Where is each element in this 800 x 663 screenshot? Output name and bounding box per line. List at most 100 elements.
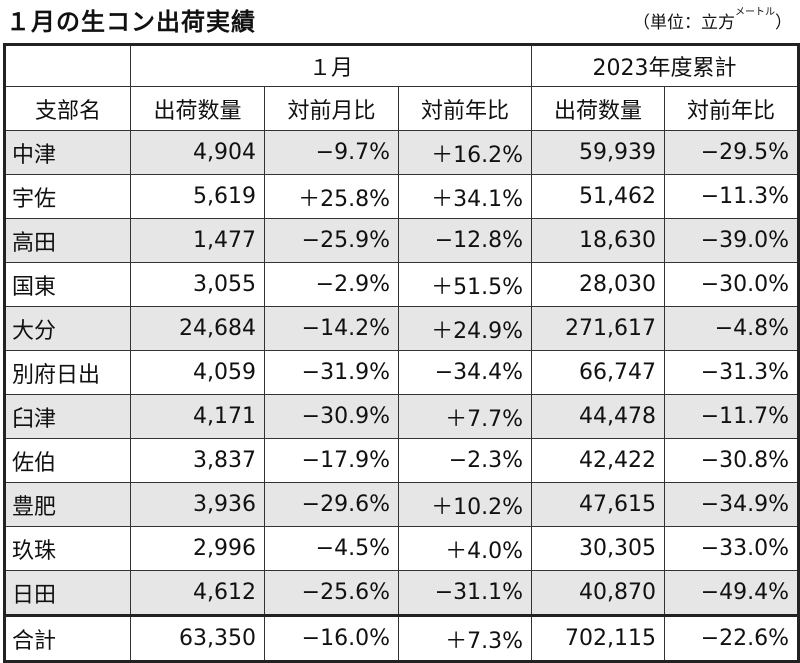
value-cell: −14.2% — [264, 306, 399, 351]
value-cell: 4,171 — [130, 394, 265, 439]
unit-prefix: （単位：立方 — [633, 13, 735, 33]
table-row: 豊肥 3,936 −29.6% ＋10.2% 47,615 −34.9% — [4, 482, 800, 527]
value-cell: −31.9% — [264, 350, 399, 395]
value-cell: 2,996 — [130, 526, 265, 571]
branch-name-cell: 豊肥 — [4, 482, 131, 527]
table-row: 日田 4,612 −25.6% −31.1% 40,870 −49.4% — [4, 570, 800, 616]
value-cell: −39.0% — [664, 218, 800, 263]
value-cell: −22.6% — [664, 614, 800, 662]
group-header-cumulative: 2023年度累計 — [531, 44, 800, 87]
branch-name-cell: 臼津 — [4, 394, 131, 439]
value-cell: 4,904 — [130, 130, 265, 175]
table-row: 高田 1,477 −25.9% −12.8% 18,630 −39.0% — [4, 218, 800, 263]
value-cell: −30.9% — [264, 394, 399, 439]
column-header: 出荷数量 — [531, 86, 666, 131]
value-cell: 51,462 — [531, 174, 666, 219]
column-header: 対前年比 — [664, 86, 800, 131]
value-cell: −2.9% — [264, 262, 399, 307]
value-cell: ＋34.1% — [397, 174, 533, 219]
value-cell: −33.0% — [664, 526, 800, 571]
value-cell: −31.1% — [397, 570, 533, 616]
value-cell: ＋7.7% — [397, 394, 533, 439]
value-cell: 702,115 — [531, 614, 666, 662]
unit-suffix: ） — [775, 13, 792, 33]
value-cell: ＋16.2% — [397, 130, 533, 175]
table-row: 玖珠 2,996 −4.5% ＋4.0% 30,305 −33.0% — [4, 526, 800, 571]
value-cell: ＋10.2% — [397, 482, 533, 527]
value-cell: −11.3% — [664, 174, 800, 219]
value-cell: 63,350 — [130, 614, 265, 662]
value-cell: −30.8% — [664, 438, 800, 483]
table-row: 別府日出 4,059 −31.9% −34.4% 66,747 −31.3% — [4, 350, 800, 395]
value-cell: 40,870 — [531, 570, 666, 616]
value-cell: 47,615 — [531, 482, 666, 527]
value-cell: −29.6% — [264, 482, 399, 527]
value-cell: 59,939 — [531, 130, 666, 175]
column-header: 対前月比 — [264, 86, 399, 131]
value-cell: ＋24.9% — [397, 306, 533, 351]
column-header-branch: 支部名 — [4, 86, 131, 131]
group-header-month: １月 — [129, 44, 533, 87]
branch-name-cell: 宇佐 — [4, 174, 131, 219]
value-cell: −29.5% — [664, 130, 800, 175]
table-row: 中津 4,904 −9.7% ＋16.2% 59,939 −29.5% — [4, 130, 800, 175]
table-row: 宇佐 5,619 ＋25.8% ＋34.1% 51,462 −11.3% — [4, 174, 800, 219]
branch-name-cell: 玖珠 — [4, 526, 131, 571]
value-cell: −34.4% — [397, 350, 533, 395]
value-cell: −30.0% — [664, 262, 800, 307]
blank-header-cell — [4, 44, 131, 87]
table-title: １月の生コン出荷実績 — [6, 8, 256, 36]
shipment-table: １月 2023年度累計 支部名 出荷数量 対前月比 対前年比 出荷数量 対前年比… — [3, 43, 800, 663]
value-cell: ＋25.8% — [264, 174, 399, 219]
branch-name-cell: 日田 — [4, 570, 131, 616]
value-cell: −17.9% — [264, 438, 399, 483]
value-cell: 66,747 — [531, 350, 666, 395]
branch-name-cell: 佐伯 — [4, 438, 131, 483]
value-cell: 4,612 — [130, 570, 265, 616]
column-header-row: 支部名 出荷数量 対前月比 対前年比 出荷数量 対前年比 — [4, 86, 800, 131]
value-cell: 24,684 — [130, 306, 265, 351]
table-row: 臼津 4,171 −30.9% ＋7.7% 44,478 −11.7% — [4, 394, 800, 439]
value-cell: 1,477 — [130, 218, 265, 263]
value-cell: 44,478 — [531, 394, 666, 439]
value-cell: 3,936 — [130, 482, 265, 527]
value-cell: 271,617 — [531, 306, 666, 351]
group-header-row: １月 2023年度累計 — [4, 44, 800, 87]
value-cell: 28,030 — [531, 262, 666, 307]
table-row: 大分 24,684 −14.2% ＋24.9% 271,617 −4.8% — [4, 306, 800, 351]
value-cell: −4.5% — [264, 526, 399, 571]
unit-small: メートル — [735, 7, 775, 18]
value-cell: 3,837 — [130, 438, 265, 483]
branch-name-cell: 大分 — [4, 306, 131, 351]
value-cell: 18,630 — [531, 218, 666, 263]
branch-name-cell: 合計 — [4, 614, 131, 662]
value-cell: −4.8% — [664, 306, 800, 351]
value-cell: −31.3% — [664, 350, 800, 395]
value-cell: −16.0% — [264, 614, 399, 662]
value-cell: −9.7% — [264, 130, 399, 175]
column-header: 出荷数量 — [130, 86, 265, 131]
table-row: 国東 3,055 −2.9% ＋51.5% 28,030 −30.0% — [4, 262, 800, 307]
value-cell: −12.8% — [397, 218, 533, 263]
value-cell: 30,305 — [531, 526, 666, 571]
value-cell: −49.4% — [664, 570, 800, 616]
value-cell: −25.9% — [264, 218, 399, 263]
branch-name-cell: 別府日出 — [4, 350, 131, 395]
value-cell: ＋7.3% — [397, 614, 533, 662]
value-cell: −34.9% — [664, 482, 800, 527]
value-cell: 5,619 — [130, 174, 265, 219]
value-cell: 3,055 — [130, 262, 265, 307]
value-cell: ＋51.5% — [397, 262, 533, 307]
branch-name-cell: 高田 — [4, 218, 131, 263]
value-cell: −25.6% — [264, 570, 399, 616]
total-row: 合計 63,350 −16.0% ＋7.3% 702,115 −22.6% — [4, 614, 800, 662]
branch-name-cell: 国東 — [4, 262, 131, 307]
branch-name-cell: 中津 — [4, 130, 131, 175]
value-cell: ＋4.0% — [397, 526, 533, 571]
value-cell: −11.7% — [664, 394, 800, 439]
unit-note: （単位：立方メートル） — [633, 7, 792, 34]
value-cell: 4,059 — [130, 350, 265, 395]
value-cell: 42,422 — [531, 438, 666, 483]
column-header: 対前年比 — [397, 86, 533, 131]
table-row: 佐伯 3,837 −17.9% −2.3% 42,422 −30.8% — [4, 438, 800, 483]
